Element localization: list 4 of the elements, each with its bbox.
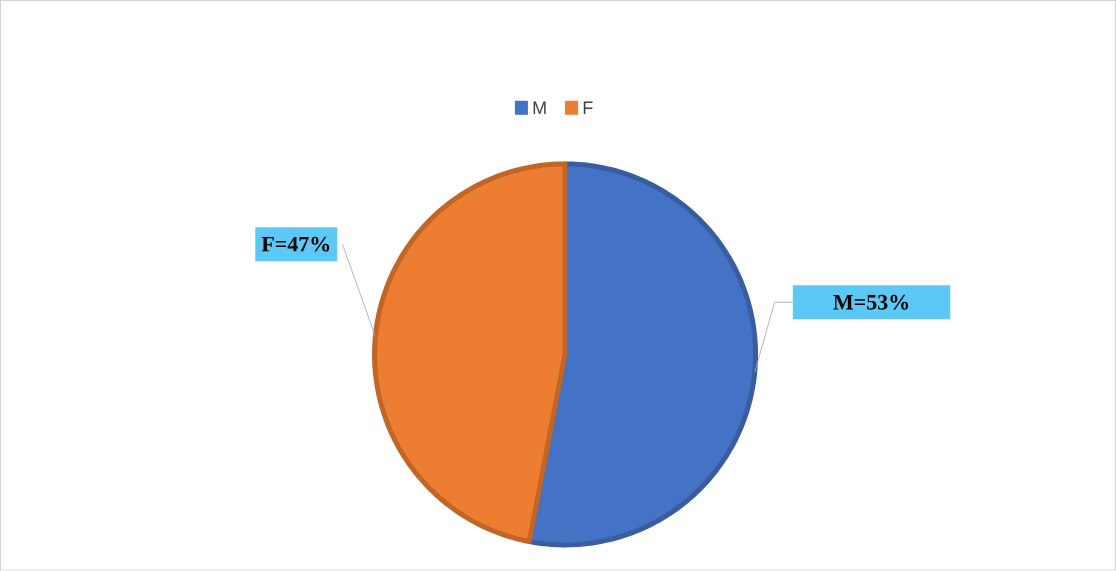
data-label: M=53% [833, 295, 909, 310]
legend-label: M [533, 101, 546, 115]
legend-label: F [583, 101, 593, 115]
data-label: F=47% [261, 236, 330, 252]
